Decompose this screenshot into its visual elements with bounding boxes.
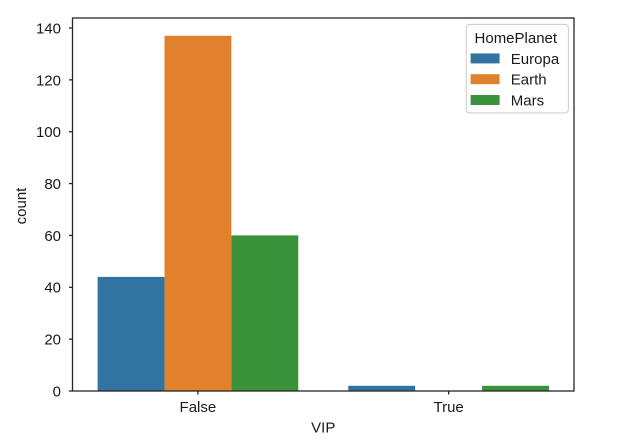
svg-text:120: 120 [36,72,61,89]
svg-text:False: False [180,399,217,416]
svg-text:20: 20 [44,332,61,349]
svg-text:60: 60 [44,228,61,245]
svg-text:Mars: Mars [511,93,544,110]
svg-text:True: True [433,399,463,416]
svg-text:0: 0 [53,383,61,400]
svg-text:Earth: Earth [511,72,547,89]
svg-text:Europa: Europa [511,51,560,68]
svg-text:100: 100 [36,124,61,141]
svg-text:80: 80 [44,176,61,193]
svg-text:40: 40 [44,280,61,297]
svg-text:140: 140 [36,20,61,37]
svg-text:count: count [13,187,30,225]
svg-text:HomePlanet: HomePlanet [475,30,558,47]
svg-text:VIP: VIP [311,419,335,436]
